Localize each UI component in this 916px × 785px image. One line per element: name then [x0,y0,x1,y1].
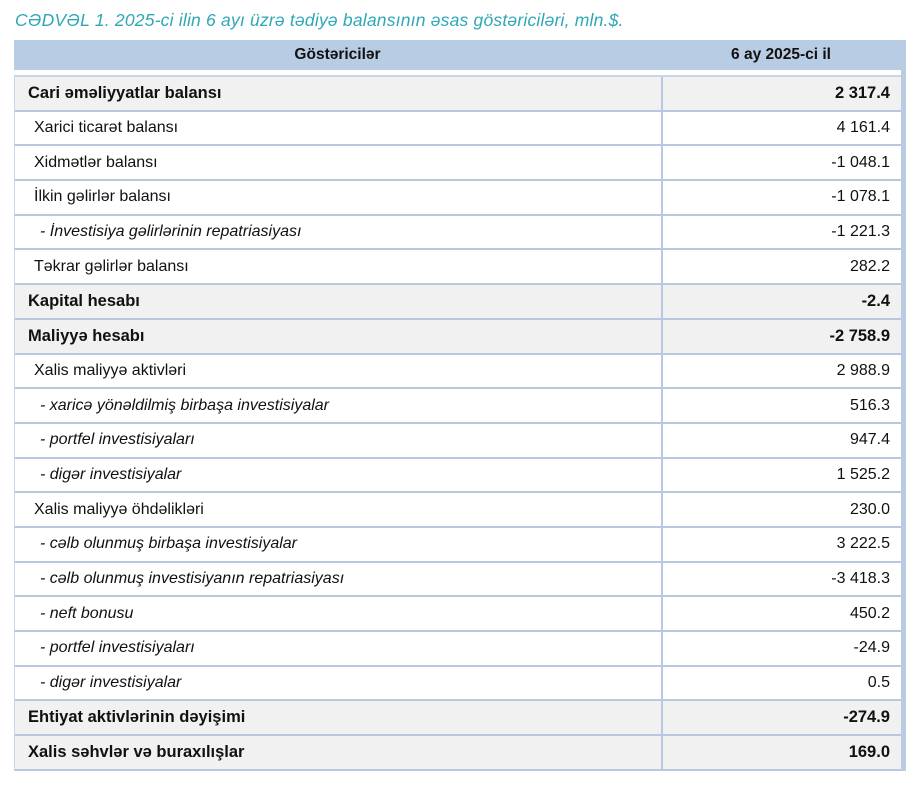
row-value: -1 221.3 [661,215,901,249]
row-label: Xidmətlər balansı [34,153,158,171]
row-value: -2.4 [661,285,901,318]
row-label: Ehtiyat aktivlərinin dəyişimi [28,708,246,727]
row-value: 230.0 [661,493,901,526]
table-row: - portfel investisiyaları -24.9 [15,632,901,667]
row-value: 2 988.9 [661,354,901,388]
row-value: 3 222.5 [661,527,901,561]
row-value: -3 418.3 [661,562,901,596]
table-row: - neft bonusu 450.2 [15,597,901,632]
row-value: 0.5 [661,666,901,700]
row-label: - digər investisiyalar [40,674,182,692]
row-value: 450.2 [661,597,901,630]
row-label: İlkin gəlirlər balansı [34,188,171,206]
row-value: 169.0 [661,736,901,769]
table-row: - İnvestisiya gəlirlərinin repatriasiyas… [15,215,901,251]
row-label: - İnvestisiya gəlirlərinin repatriasiyas… [40,223,302,241]
row-label: Xarici ticarət balansı [34,119,179,137]
row-value: -1 048.1 [661,146,901,180]
table-row: - portfel investisiyaları 947.4 [15,423,901,459]
table-row: - digər investisiyalar 0.5 [15,666,901,702]
table-row: İlkin gəlirlər balansı -1 078.1 [15,181,901,216]
table-row: - cəlb olunmuş birbaşa investisiyalar 3 … [15,527,901,563]
row-value: 4 161.4 [661,111,901,145]
row-label: Cari əməliyyatlar balansı [28,83,222,102]
table-row: Kapital hesabı -2.4 [15,285,901,320]
row-value: -274.9 [661,701,901,735]
row-label: Xalis maliyyə öhdəlikləri [34,500,204,518]
table-caption: CƏDVƏL 1. 2025-ci ilin 6 ayı üzrə tədiyə… [15,10,624,30]
balance-table: Göstəricilər 6 ay 2025-ci il Cari əməliy… [14,40,906,771]
row-value: 282.2 [661,250,901,284]
table-row: Ehtiyat aktivlərinin dəyişimi -274.9 [15,701,901,737]
row-label: Xalis səhvlər və buraxılışlar [28,742,245,761]
row-label: - cəlb olunmuş birbaşa investisiyalar [40,535,297,553]
row-value: 516.3 [661,389,901,422]
table-header-row: Göstəricilər 6 ay 2025-ci il [14,40,901,70]
table-row: Cari əməliyyatlar balansı 2 317.4 [15,77,901,112]
table-row: - xaricə yönəldilmiş birbaşa investisiya… [15,389,901,424]
table-row: - digər investisiyalar 1 525.2 [15,458,901,494]
row-label: - portfel investisiyaları [40,431,195,449]
table-row: Xidmətlər balansı -1 048.1 [15,146,901,182]
table-row: Xalis maliyyə öhdəlikləri 230.0 [15,493,901,528]
table-body: Cari əməliyyatlar balansı 2 317.4 Xarici… [14,75,901,771]
table-row: - cəlb olunmuş investisiyanın repatriasi… [15,562,901,598]
row-value: -1 078.1 [661,181,901,214]
row-label: - cəlb olunmuş investisiyanın repatriasi… [40,569,345,587]
column-header-indicators: Göstəricilər [294,46,381,63]
row-label: Kapital hesabı [28,291,140,310]
row-value: 1 525.2 [661,458,901,492]
row-label: - neft bonusu [40,604,134,622]
row-value: -24.9 [661,632,901,665]
column-header-period: 6 ay 2025-ci il [731,46,831,63]
table-row: Xarici ticarət balansı 4 161.4 [15,111,901,147]
row-label: Təkrar gəlirlər balansı [34,257,189,275]
table-row: Maliyyə hesabı -2 758.9 [15,319,901,355]
row-value: 2 317.4 [661,77,901,110]
row-label: - digər investisiyalar [40,465,182,483]
row-label: - xaricə yönəldilmiş birbaşa investisiya… [40,396,329,414]
row-value: -2 758.9 [661,319,901,353]
table-row: Xalis səhvlər və buraxılışlar 169.0 [15,736,901,771]
row-label: Maliyyə hesabı [28,326,145,345]
row-label: Xalis maliyyə aktivləri [34,361,187,379]
table-row: Təkrar gəlirlər balansı 282.2 [15,250,901,286]
row-value: 947.4 [661,423,901,457]
table-row: Xalis maliyyə aktivləri 2 988.9 [15,354,901,390]
row-label: - portfel investisiyaları [40,639,195,657]
